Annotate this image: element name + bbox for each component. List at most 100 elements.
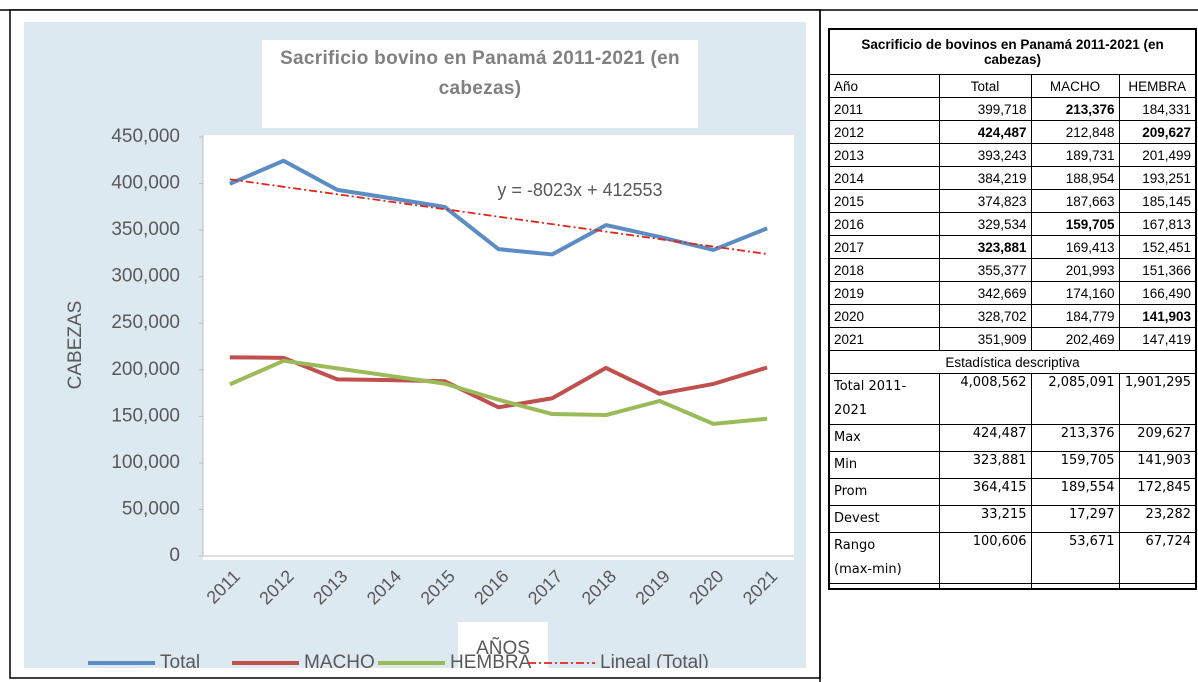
table-row: Prom 364,415 189,554 172,845	[828, 478, 1197, 506]
y-tick-label: 50,000	[122, 498, 180, 519]
table-cell: Min	[828, 451, 940, 479]
table-row: 2015 374,823 187,663 185,145	[828, 189, 1197, 213]
y-tick-label: 150,000	[111, 405, 180, 426]
table-row: Max 424,487 213,376 209,627	[828, 424, 1197, 452]
table-cell: 424,487	[938, 424, 1032, 452]
plot: 0 50,000 100,000 150,000 200,000 250,000 300,0…	[111, 126, 794, 609]
table-cell: 189,554	[1030, 478, 1120, 506]
table-cell: 187,663	[1030, 189, 1120, 213]
table-cell: 2019	[828, 281, 940, 305]
table-cell: 212,848	[1030, 120, 1120, 144]
table-cell: 53,671	[1030, 532, 1120, 584]
table-cell: 213,376	[1030, 424, 1120, 452]
table-cell: Estadística descriptiva	[828, 350, 1197, 374]
table-row: 2021 351,909 202,469 147,419	[828, 327, 1197, 351]
table-row: Rango (max-min) 100,606 53,671 67,724	[828, 532, 1197, 584]
table-cell: 328,702	[938, 304, 1032, 328]
y-tick-label: 450,000	[111, 126, 180, 147]
table-cell: 2,085,091	[1030, 373, 1120, 425]
table-cell: 166,490	[1118, 281, 1197, 305]
table-cell: 329,534	[938, 212, 1032, 236]
table-cell: MACHO	[1030, 74, 1120, 98]
plot-area	[203, 135, 794, 560]
table-cell: Devest	[828, 505, 940, 533]
table-cell: 141,903	[1118, 451, 1197, 479]
table-cell: 2012	[828, 120, 940, 144]
table-row: 2011 399,718 213,376 184,331	[828, 97, 1197, 121]
table-cell: 151,366	[1118, 258, 1197, 282]
table-cell: 169,413	[1030, 235, 1120, 259]
table-cell: 323,881	[938, 451, 1032, 479]
table-cell: 193,251	[1118, 166, 1197, 190]
table-cell: 201,499	[1118, 143, 1197, 167]
table-cell: 167,813	[1118, 212, 1197, 236]
table-cell: 185,145	[1118, 189, 1197, 213]
table-cell: 147,419	[1118, 327, 1197, 351]
table-cell: Total	[938, 74, 1032, 98]
table-cell: 209,627	[1118, 120, 1197, 144]
table-cell: 159,705	[1030, 451, 1120, 479]
table-cell: 189,731	[1030, 143, 1120, 167]
table-cell: 399,718	[938, 97, 1032, 121]
table-cell: 2016	[828, 212, 940, 236]
table-row: 2014 384,219 188,954 193,251	[828, 166, 1197, 190]
table-cell: Total 2011-2021	[828, 373, 940, 425]
table-cell: 188,954	[1030, 166, 1120, 190]
series-line	[229, 355, 768, 410]
y-tick-label: 200,000	[111, 359, 180, 380]
table-row: Devest 33,215 17,297 23,282	[828, 505, 1197, 533]
table-cell: 23,282	[1118, 505, 1197, 533]
table-cell: 152,451	[1118, 235, 1197, 259]
y-tick-label: 400,000	[111, 173, 180, 194]
table-cell: 2017	[828, 235, 940, 259]
table-cell: 159,705	[1030, 212, 1120, 236]
table-cell: 209,627	[1118, 424, 1197, 452]
table-cell: 4,008,562	[938, 373, 1032, 425]
table-cell: 323,881	[938, 235, 1032, 259]
table-row: Total 2011-2021 4,008,562 2,085,091 1,901,2…	[828, 373, 1197, 425]
y-tick-label: 300,000	[111, 266, 180, 287]
table-row: 2017 323,881 169,413 152,451	[828, 235, 1197, 259]
table-cell: 2013	[828, 143, 940, 167]
table-row: 2013 393,243 189,731 201,499	[828, 143, 1197, 167]
table-cell	[828, 583, 940, 590]
table-cell: 141,903	[1118, 304, 1197, 328]
series-line	[229, 358, 768, 426]
table-cell: 33,215	[938, 505, 1032, 533]
table-cell: HEMBRA	[1118, 74, 1197, 98]
chart-title: Sacrificio bovino en Panamá 2011-2021 (e…	[280, 48, 680, 99]
y-axis-label: CABEZAS	[65, 301, 86, 390]
x-axis-label: AÑOS	[476, 637, 530, 659]
table-cell: 384,219	[938, 166, 1032, 190]
table-cell: 2015	[828, 189, 940, 213]
table-cell: 393,243	[938, 143, 1032, 167]
table-cell: 100,606	[938, 532, 1032, 584]
table-row: 2020 328,702 184,779 141,903	[828, 304, 1197, 328]
y-tick-label: 100,000	[111, 452, 180, 473]
title-box	[262, 40, 698, 128]
table-row: 2016 329,534 159,705 167,813	[828, 212, 1197, 236]
table-cell: 213,376	[1030, 97, 1120, 121]
table-cell: 184,331	[1118, 97, 1197, 121]
x-label-box	[458, 622, 548, 674]
data-table: Sacrificio de bovinos en Panamá 2011-202…	[828, 28, 1198, 590]
legend: Total MACHO HEMBRA Lineal (Total)	[88, 652, 709, 673]
table-cell: 202,469	[1030, 327, 1120, 351]
y-tick-label: 350,000	[111, 219, 180, 240]
table-row: 2012 424,487 212,848 209,627	[828, 120, 1197, 144]
table-cell: 2011	[828, 97, 940, 121]
table-cell: 2020	[828, 304, 940, 328]
table-cell: Año	[828, 74, 940, 98]
table-cell: 424,487	[938, 120, 1032, 144]
table-cell: 184,779	[1030, 304, 1120, 328]
table-row: Sacrificio de bovinos en Panamá 2011-202…	[828, 28, 1197, 75]
legend-label: Total	[160, 652, 200, 673]
table-cell: 172,845	[1118, 478, 1197, 506]
trendline-equation: y = -8023x + 412553	[497, 180, 662, 200]
table-row: 2018 355,377 201,993 151,366	[828, 258, 1197, 282]
table-cell: 355,377	[938, 258, 1032, 282]
trendline	[229, 178, 768, 255]
table-cell: Max	[828, 424, 940, 452]
